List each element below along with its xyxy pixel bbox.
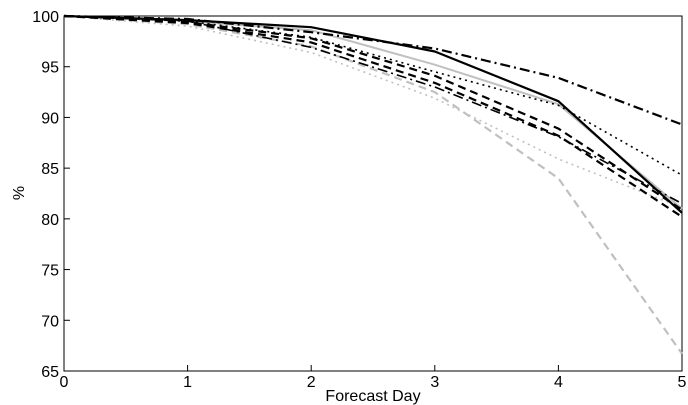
y-tick-label: 75 xyxy=(41,263,59,280)
series-line-8 xyxy=(63,14,683,355)
series-line-5 xyxy=(63,14,683,218)
series-line-9 xyxy=(63,15,683,209)
x-tick-label: 5 xyxy=(678,374,687,391)
x-tick-label: 1 xyxy=(183,374,192,391)
x-tick-label: 0 xyxy=(60,374,69,391)
y-tick-label: 65 xyxy=(41,364,59,381)
x-tick-label: 2 xyxy=(307,374,316,391)
y-tick-label: 95 xyxy=(41,60,59,77)
y-tick-label: 90 xyxy=(41,110,59,127)
x-tick-label: 4 xyxy=(554,374,563,391)
series-line-4 xyxy=(63,14,683,211)
y-tick-label: 70 xyxy=(41,313,59,330)
y-axis: 65 70 75 80 85 90 95 100 xyxy=(32,9,70,381)
series-line-1 xyxy=(63,14,683,214)
y-axis-label: % xyxy=(11,186,28,200)
series-layer xyxy=(63,14,683,355)
x-axis: 0 1 2 3 4 5 xyxy=(60,365,687,391)
plot-frame xyxy=(63,15,683,372)
series-line-7 xyxy=(63,15,683,210)
y-tick-label: 80 xyxy=(41,212,59,229)
series-line-2 xyxy=(63,14,683,126)
x-axis-label: Forecast Day xyxy=(325,388,420,405)
y-tick-label: 85 xyxy=(41,161,59,178)
y-tick-label: 100 xyxy=(32,9,59,26)
x-tick-label: 3 xyxy=(430,374,439,391)
series-line-6 xyxy=(63,15,683,205)
